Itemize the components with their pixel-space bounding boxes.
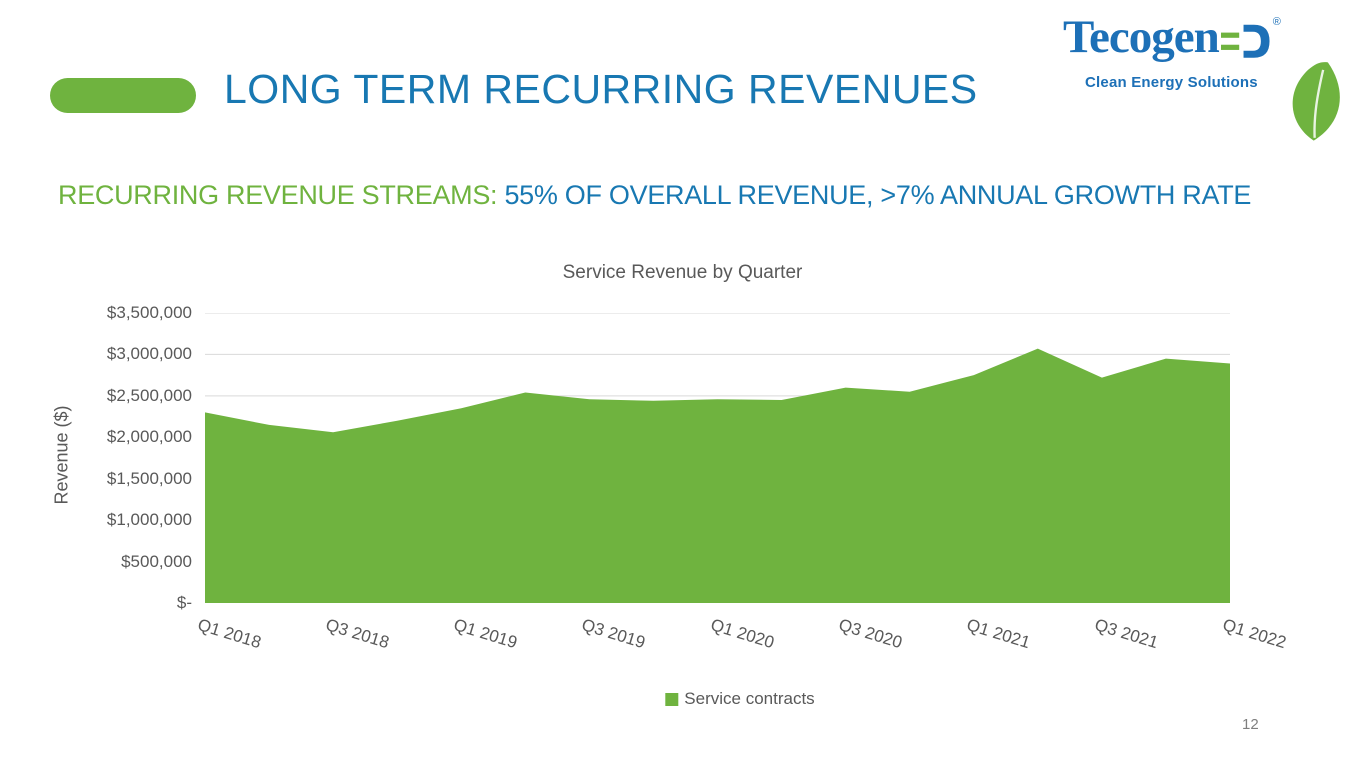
y-tick-label: $-	[176, 593, 192, 612]
x-tick-label: Q3 2020	[836, 615, 905, 653]
x-tick-label: Q1 2019	[451, 615, 520, 653]
y-tick-label: $1,000,000	[106, 510, 192, 530]
y-tick-label: $3,000,000	[106, 344, 192, 364]
x-tick-label: Q1 2018	[195, 615, 264, 653]
y-tick-label: $500,000	[121, 551, 192, 571]
x-tick-label: Q3 2018	[323, 615, 392, 653]
y-tick-label: $2,000,000	[106, 427, 192, 447]
page-title: LONG TERM RECURRING REVENUES	[224, 66, 978, 112]
accent-pill	[50, 78, 196, 113]
subtitle-highlight: RECURRING REVENUE STREAMS:	[58, 180, 498, 210]
brand-tagline: Clean Energy Solutions	[1085, 74, 1258, 91]
plug-icon	[1220, 20, 1273, 71]
x-tick-label: Q3 2019	[579, 615, 648, 653]
chart-title: Service Revenue by Quarter	[562, 262, 803, 283]
brand-logo: Tecogen ® Clean Energy Solutions	[1063, 14, 1340, 144]
registered-mark: ®	[1272, 16, 1281, 28]
x-tick-label: Q1 2022	[1220, 615, 1289, 653]
y-axis-title: Revenue ($)	[51, 405, 72, 505]
page-number: 12	[1242, 716, 1259, 733]
leaf-icon	[1276, 58, 1342, 149]
brand-name: Tecogen	[1063, 11, 1220, 63]
legend-swatch	[665, 692, 679, 706]
subtitle: RECURRING REVENUE STREAMS: 55% OF OVERAL…	[58, 180, 1328, 211]
y-tick-label: $1,500,000	[106, 468, 192, 488]
brand-row: Tecogen ®	[1063, 14, 1338, 71]
x-tick-label: Q1 2021	[964, 615, 1033, 653]
area-chart-svg	[205, 313, 1230, 603]
legend: Service contracts	[665, 689, 815, 709]
x-tick-label: Q3 2021	[1092, 615, 1161, 653]
x-tick-label: Q1 2020	[707, 615, 776, 653]
y-tick-label: $2,500,000	[106, 385, 192, 405]
area-series	[205, 348, 1230, 603]
legend-label: Service contracts	[684, 689, 815, 708]
subtitle-rest: 55% OF OVERALL REVENUE, >7% ANNUAL GROWT…	[497, 180, 1252, 210]
y-tick-label: $3,500,000	[106, 303, 192, 322]
